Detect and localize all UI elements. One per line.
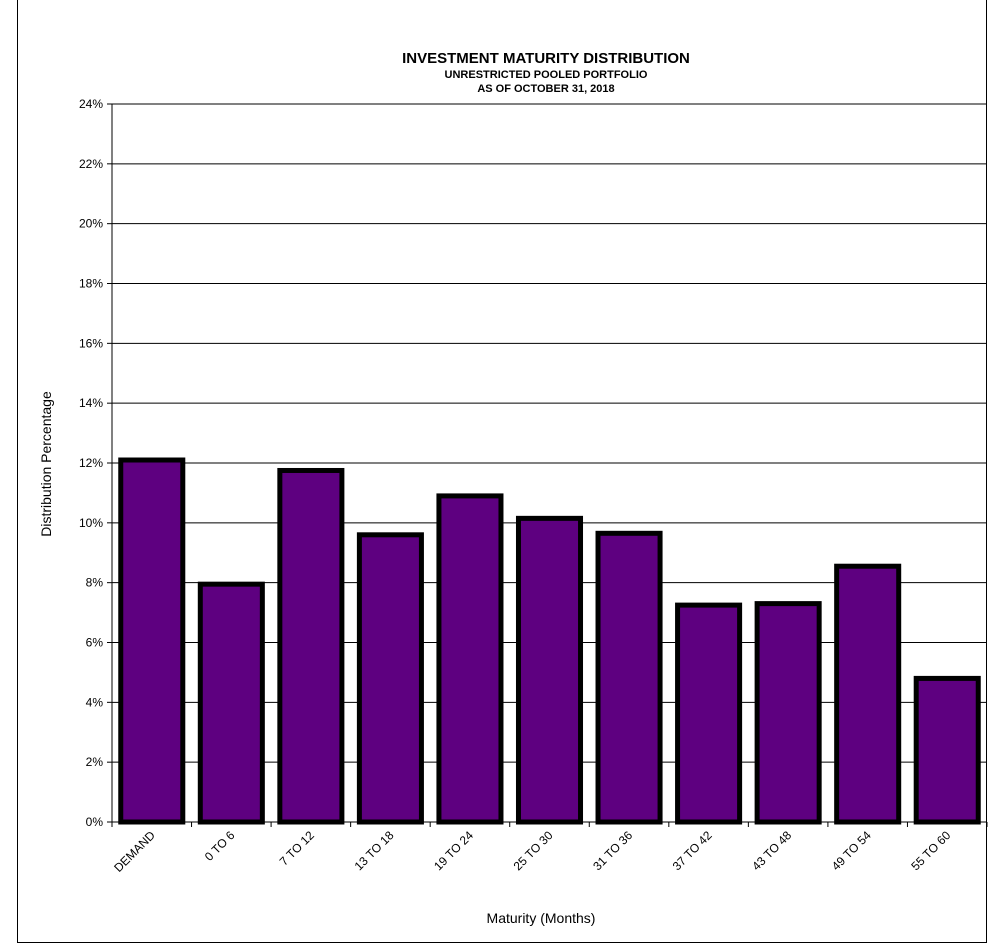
bars — [118, 457, 981, 825]
chart-title: INVESTMENT MATURITY DISTRIBUTION — [402, 50, 690, 67]
x-tick-labels: DEMAND 0 TO 6 7 TO 12 13 TO 18 19 TO 24 25 TO… — [111, 828, 953, 875]
chart-subtitle-line-2: AS OF OCTOBER 31, 2018 — [477, 83, 614, 95]
bar — [277, 467, 345, 825]
x-tick-label: 43 TO 48 — [749, 828, 794, 873]
x-tick-label: 19 TO 24 — [431, 828, 476, 873]
y-tick-label: 18% — [79, 277, 103, 291]
y-tick-label: 10% — [79, 516, 103, 530]
bar — [913, 675, 981, 825]
bar — [197, 581, 265, 825]
chart-frame — [17, 0, 987, 943]
y-tick-label: 16% — [79, 336, 103, 350]
y-tick-label: 22% — [79, 157, 103, 171]
bar — [356, 532, 424, 825]
bar — [436, 493, 504, 825]
bar — [515, 515, 584, 825]
y-axis-title: Distribution Percentage — [38, 391, 54, 537]
y-tick-label: 0% — [86, 815, 104, 829]
y-tick-label: 20% — [79, 217, 103, 231]
y-tick-labels: 0% 2% 4% 6% 8% 10% 12% 14% 16% 18% 20% 22% 24% — [79, 97, 103, 829]
bar — [754, 601, 822, 825]
y-tick-label: 2% — [86, 755, 104, 769]
x-tick-label: 7 TO 12 — [277, 828, 317, 868]
chart-subtitle-line-1: UNRESTRICTED POOLED PORTFOLIO — [445, 69, 648, 81]
x-axis-title: Maturity (Months) — [487, 910, 596, 926]
x-tick-label: 55 TO 60 — [908, 828, 953, 873]
bar — [675, 602, 743, 825]
bar — [595, 530, 663, 825]
y-tick-label: 6% — [86, 636, 104, 650]
x-tick-label: 49 TO 54 — [829, 828, 874, 873]
y-tick-label: 4% — [86, 695, 104, 709]
x-tick-label: 25 TO 30 — [511, 828, 556, 873]
x-tick-label: 0 TO 6 — [202, 828, 238, 864]
x-tick-label: DEMAND — [111, 828, 158, 875]
y-tick-label: 24% — [79, 97, 103, 111]
x-tick-label: 13 TO 18 — [352, 828, 397, 873]
y-tick-label: 14% — [79, 396, 103, 410]
x-tick-label: 31 TO 36 — [590, 828, 635, 873]
bar — [118, 457, 186, 825]
bar — [834, 563, 902, 825]
x-tick-label: 37 TO 42 — [670, 828, 715, 873]
y-tick-label: 12% — [79, 456, 103, 470]
y-tick-label: 8% — [86, 576, 104, 590]
